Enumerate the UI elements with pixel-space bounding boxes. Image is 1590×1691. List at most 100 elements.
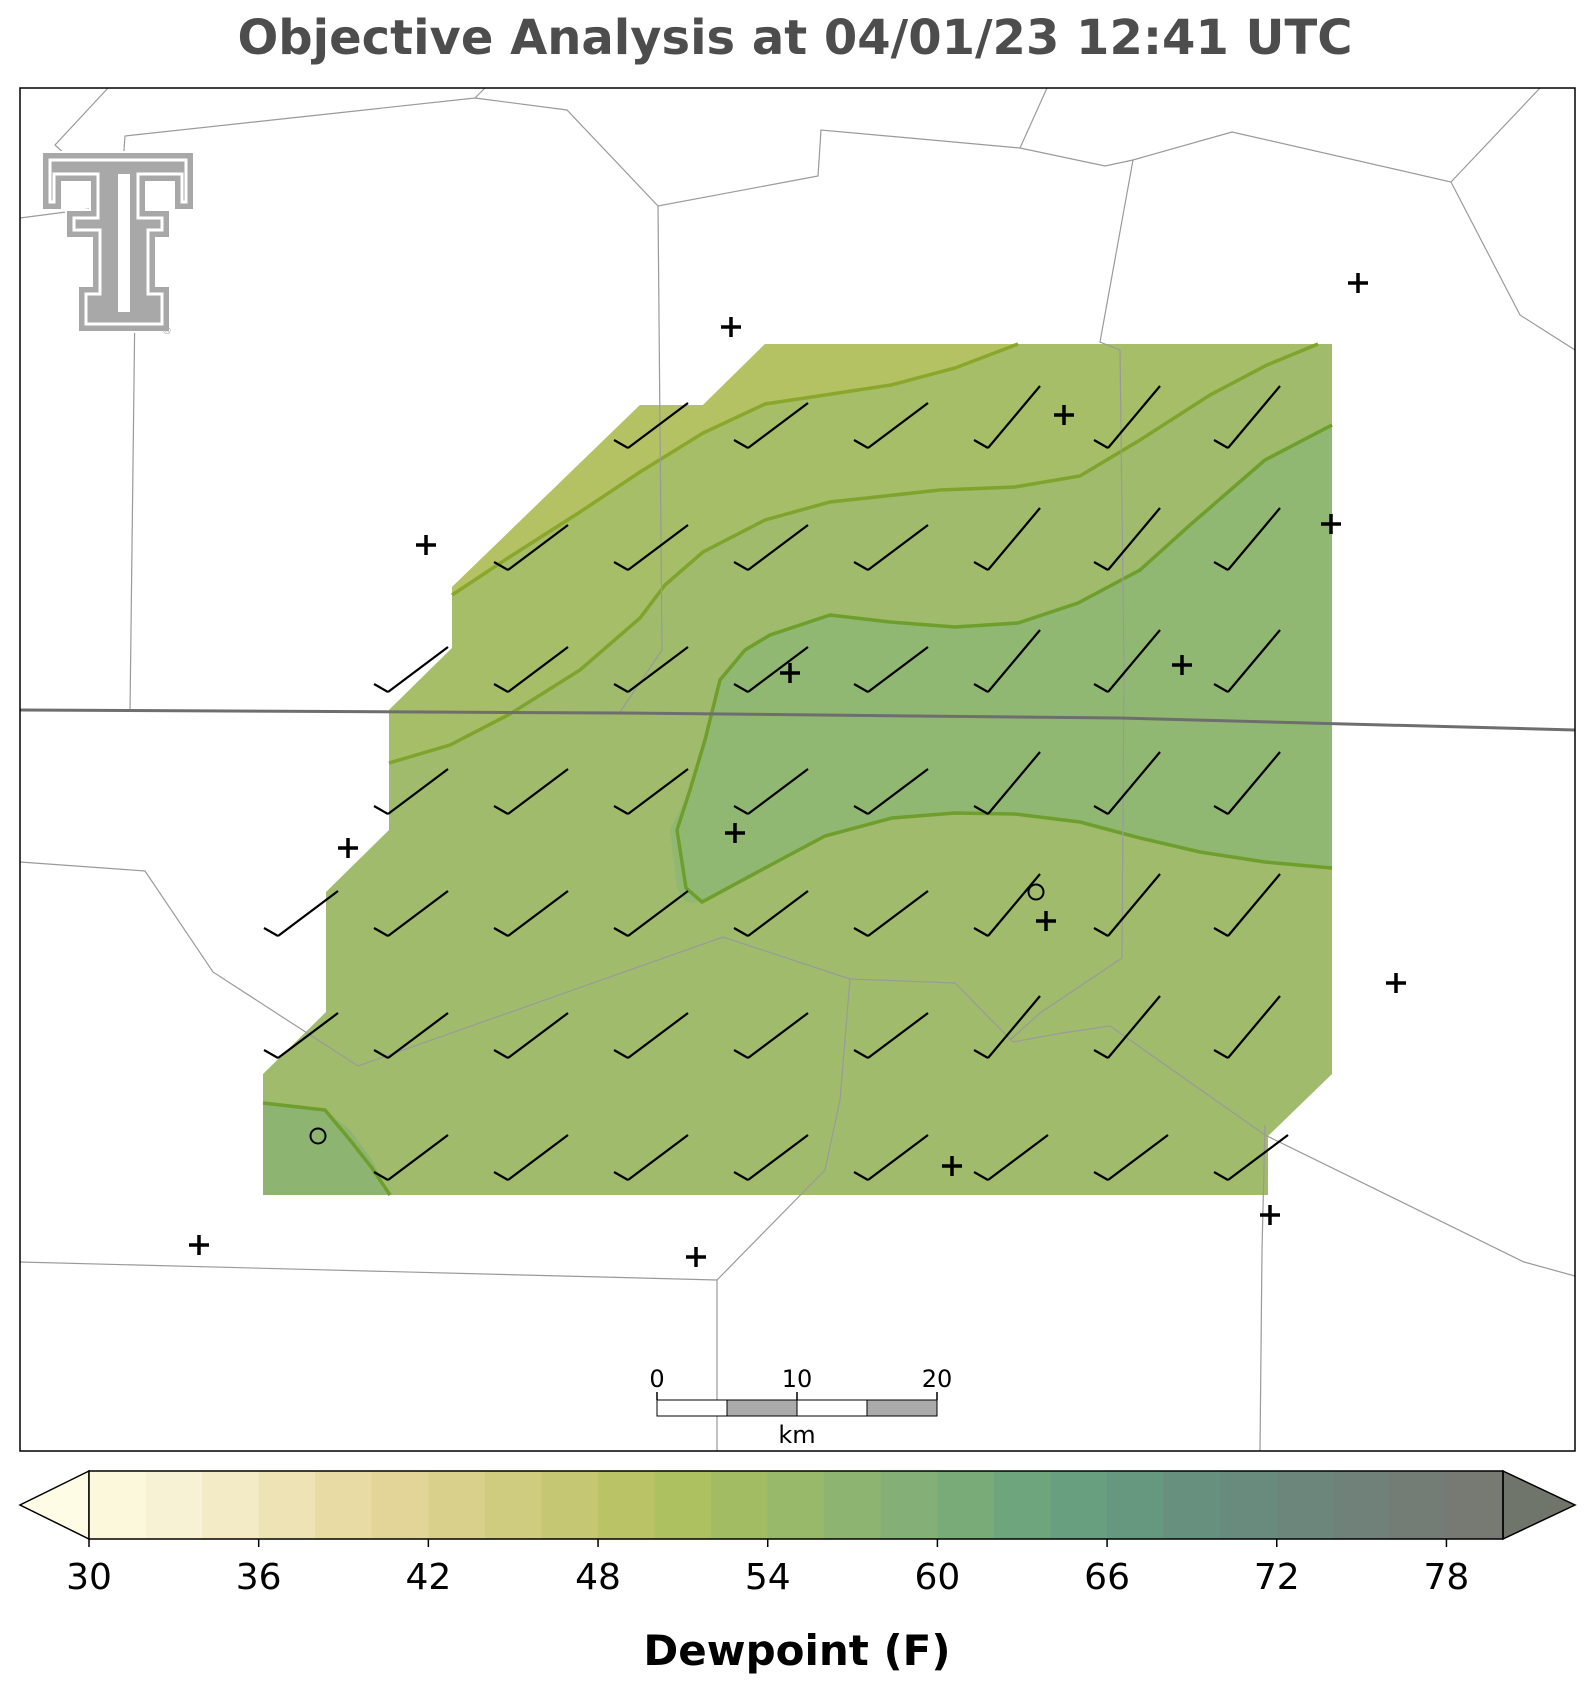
scale-label-20: 20	[922, 1365, 953, 1393]
wind-barb-flag	[613, 1049, 629, 1059]
wind-barb-shaft	[507, 768, 569, 815]
wind-barb-flag	[973, 1049, 989, 1059]
wind-barb-flag	[373, 927, 389, 937]
wind-barb-flag	[1093, 927, 1109, 937]
colorbar-frame	[88, 1470, 1504, 1540]
colorbar-ticks: 30 36 42 48 54 60 66 72 78	[66, 1539, 1469, 1598]
colorbar-segment	[1107, 1471, 1165, 1539]
wind-barb-flag	[493, 561, 509, 571]
station-markers	[189, 273, 1406, 1267]
wind-barb-flag	[1093, 1049, 1109, 1059]
colorbar-tick-label: 78	[1424, 1557, 1470, 1598]
wind-barb-shaft	[387, 890, 449, 937]
wind-barb-shaft	[627, 402, 689, 449]
wind-barb-shaft	[987, 629, 1041, 693]
colorbar-segment	[89, 1471, 147, 1539]
wind-barb-flag	[373, 805, 389, 815]
wind-barb-shaft	[747, 1012, 809, 1059]
colorbar-segment	[711, 1471, 769, 1539]
wind-barb-flag	[1093, 683, 1109, 693]
wind-barb-shaft	[507, 890, 569, 937]
wind-barb-flag	[373, 1171, 389, 1181]
colorbar-tick-label: 36	[236, 1557, 282, 1598]
wind-barb-shaft	[1227, 385, 1281, 449]
wind-barb-shaft	[277, 890, 339, 937]
wind-barb-shaft	[867, 768, 929, 815]
wind-barb-flag	[973, 439, 989, 449]
station-calm-marker	[309, 1127, 327, 1145]
colorbar-segment	[371, 1471, 429, 1539]
logo-registered-mark: ®	[162, 326, 172, 337]
wind-barb-flag	[613, 439, 629, 449]
dewpoint-contours	[262, 342, 1333, 1196]
colorbar-segment	[484, 1471, 543, 1539]
colorbar-tick-label: 66	[1084, 1557, 1130, 1598]
wind-barb-shaft	[747, 768, 809, 815]
wind-barb-shaft	[987, 873, 1041, 937]
wind-barb-shaft	[987, 995, 1041, 1059]
colorbar-segment	[654, 1471, 712, 1539]
wind-barb-flag	[733, 439, 749, 449]
wind-barb-flag	[1213, 439, 1229, 449]
wind-barb-shaft	[277, 1012, 339, 1059]
wind-barb-shaft	[747, 646, 809, 693]
wind-barb-flag	[733, 1049, 749, 1059]
colorbar-tick-label: 30	[66, 1557, 112, 1598]
wind-barb-shaft	[627, 1012, 689, 1059]
colorbar-tick-label: 72	[1254, 1557, 1300, 1598]
scale-unit-label: km	[778, 1421, 815, 1449]
colorbar-segment	[880, 1471, 938, 1539]
wind-barb-flag	[853, 439, 869, 449]
wind-barb-shaft	[987, 385, 1041, 449]
wind-barb-shaft	[1107, 629, 1161, 693]
wind-barb-shaft	[987, 751, 1041, 815]
colorbar-segment	[1389, 1471, 1448, 1539]
colorbar-segment	[315, 1471, 373, 1539]
wind-barb-shaft	[1227, 873, 1281, 937]
wind-barb-shaft	[747, 890, 809, 937]
station-calm-marker	[1027, 883, 1045, 901]
wind-barb-shaft	[867, 1134, 929, 1181]
wind-barb-shaft	[1227, 629, 1281, 693]
wind-barb-flag	[853, 927, 869, 937]
wind-barb-flag	[1213, 1171, 1229, 1181]
wind-barb-flag	[1093, 561, 1109, 571]
wind-barb-flag	[263, 1049, 279, 1059]
scale-label-0: 0	[649, 1365, 664, 1393]
wind-barb-shaft	[387, 1134, 449, 1181]
wind-barb-flag	[613, 1171, 629, 1181]
colorbar-segment	[1163, 1471, 1221, 1539]
colorbar-segment	[258, 1471, 316, 1539]
wind-barb-flag	[973, 561, 989, 571]
wind-barb-flag	[1093, 805, 1109, 815]
wind-barbs	[263, 385, 1289, 1181]
wind-barb-flag	[613, 805, 629, 815]
wind-barb-shaft	[1107, 1134, 1169, 1181]
wind-barb-flag	[733, 683, 749, 693]
dewpoint-fill	[263, 344, 1332, 1195]
wind-barb-shaft	[1227, 507, 1281, 571]
wind-barb-flag	[1213, 683, 1229, 693]
wind-barb-flag	[733, 1171, 749, 1181]
colorbar-segment	[1050, 1471, 1108, 1539]
wind-barb-shaft	[1107, 507, 1161, 571]
state-boundary	[20, 708, 1575, 732]
colorbar-label: Dewpoint (F)	[643, 1626, 950, 1675]
wind-barb-shaft	[747, 524, 809, 571]
colorbar-segment	[937, 1471, 995, 1539]
wind-barb-flag	[493, 805, 509, 815]
wind-barb-flag	[613, 561, 629, 571]
wind-barb-shaft	[387, 768, 449, 815]
wind-barb-flag	[493, 1171, 509, 1181]
wind-barb-shaft	[627, 890, 689, 937]
wind-barb-flag	[263, 927, 279, 937]
wind-barb-shaft	[867, 1012, 929, 1059]
colorbar-tick-label: 54	[745, 1557, 791, 1598]
colorbar-segment	[202, 1471, 260, 1539]
wind-barb-flag	[493, 927, 509, 937]
wind-barb-flag	[493, 683, 509, 693]
wind-barb-flag	[493, 1049, 509, 1059]
colorbar-segment	[767, 1471, 825, 1539]
texas-tech-logo: ®	[41, 151, 195, 337]
